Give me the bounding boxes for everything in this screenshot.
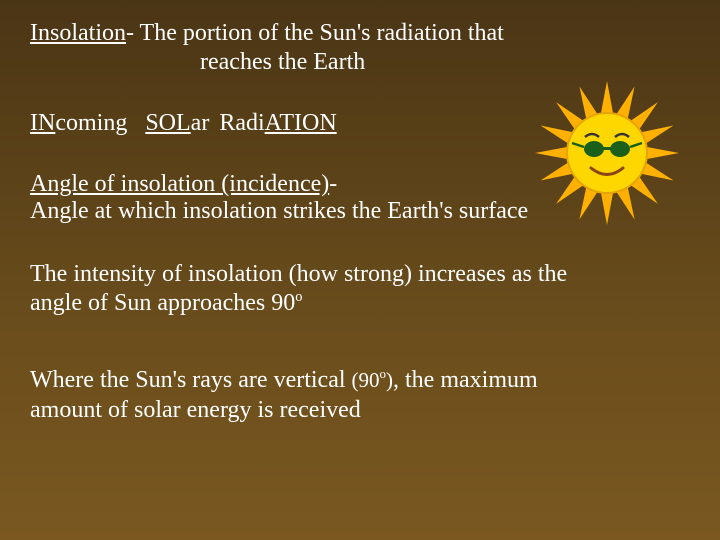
intensity-line-1: The intensity of insolation (how strong)… — [30, 259, 690, 290]
angle-dash: - — [329, 171, 337, 197]
mnemonic-coming: coming — [55, 110, 127, 136]
definition-text-1: - The portion of the Sun's radiation tha… — [126, 20, 504, 46]
term-insolation: Insolation — [30, 20, 126, 46]
intensity-line-2: angle of Sun approaches 90o — [30, 290, 690, 317]
mnemonic-ation: ATION — [265, 110, 337, 136]
angle-term: Angle of insolation (incidence) — [30, 171, 329, 197]
vertical-paren-open: (90 — [352, 368, 380, 392]
mnemonic-radi: Radi — [219, 110, 264, 136]
mnemonic-ar: ar — [191, 110, 210, 136]
vertical-text-d: , the maximum — [393, 367, 538, 393]
definition-line-1: Insolation- The portion of the Sun's rad… — [30, 18, 690, 49]
intensity-text: angle of Sun approaches 90 — [30, 290, 295, 316]
vertical-rays-line-2: amount of solar energy is received — [30, 397, 690, 424]
mnemonic-sol: SOL — [145, 110, 190, 136]
definition-line-1-cont: reaches the Earth — [30, 49, 690, 76]
mnemonic-in: IN — [30, 110, 55, 136]
vertical-rays-line-1: Where the Sun's rays are vertical (90o),… — [30, 365, 690, 396]
vertical-paren-close: ) — [386, 368, 393, 392]
sun-icon — [532, 78, 682, 228]
degree-sup-1: o — [295, 289, 302, 305]
vertical-text-a: Where the Sun's rays are vertical — [30, 367, 352, 393]
slide-container: Insolation- The portion of the Sun's rad… — [0, 0, 720, 540]
